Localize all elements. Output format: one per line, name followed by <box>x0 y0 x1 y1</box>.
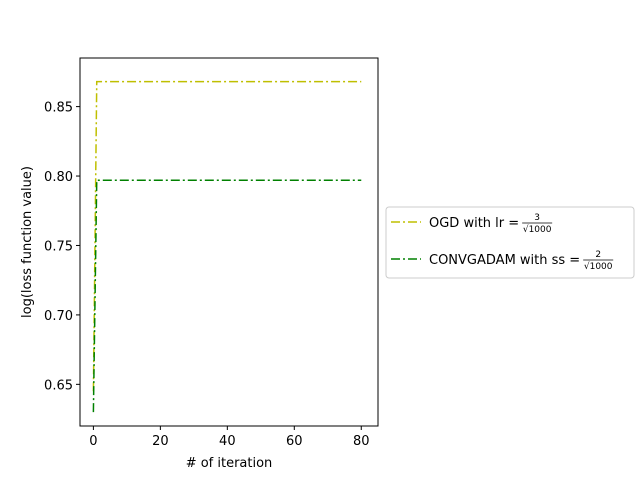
legend-frac-denominator-1: √1000 <box>523 224 552 235</box>
axes-frame <box>79 57 379 427</box>
legend-frac-numerator-1: 3 <box>534 213 540 223</box>
y-tick-label: 0.75 <box>44 239 73 254</box>
legend-box <box>385 206 635 279</box>
x-tick-label: 60 <box>286 434 303 449</box>
y-tick-label: 0.65 <box>44 378 73 393</box>
x-tick-label: 40 <box>219 434 236 449</box>
x-tick-label: 20 <box>152 434 169 449</box>
x-tick-label: 80 <box>353 434 370 449</box>
x-axis-ticks: 0 20 40 60 80 <box>89 426 370 449</box>
y-tick-label: 0.80 <box>44 170 73 185</box>
series-group <box>92 80 362 413</box>
y-axis-ticks: 0.65 0.70 0.75 0.80 0.85 <box>44 101 80 393</box>
legend-frac-numerator-2: 2 <box>595 250 601 260</box>
legend-label-1: OGD with lr = <box>429 216 519 231</box>
series-line-1 <box>92 80 362 392</box>
y-tick-label: 0.85 <box>44 101 73 116</box>
series-line-2 <box>92 179 362 413</box>
legend-label-2: CONVGADAM with ss = <box>429 253 580 268</box>
y-axis-label: log(loss function value) <box>20 166 35 318</box>
legend-frac-denominator-2: √1000 <box>584 261 613 272</box>
x-axis-label: # of iteration <box>186 456 273 471</box>
x-tick-label: 0 <box>89 434 97 449</box>
y-tick-label: 0.70 <box>44 309 73 324</box>
